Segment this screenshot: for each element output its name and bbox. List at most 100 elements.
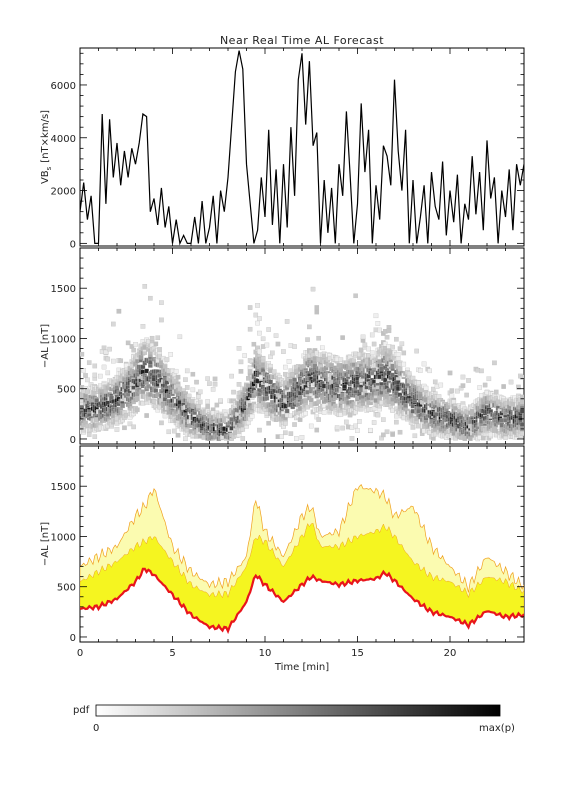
- heatmap-cell: [358, 347, 364, 353]
- heatmap-cell: [214, 402, 220, 408]
- heatmap-cell: [81, 368, 86, 373]
- heatmap-cell: [153, 341, 159, 347]
- bot-ytick-label: 0: [70, 633, 76, 644]
- top-ylabel-units: [nT×km/s]: [40, 110, 51, 163]
- heatmap-cell: [390, 344, 395, 350]
- top-panel-frame: [79, 47, 525, 247]
- heatmap-cell: [292, 344, 297, 349]
- heatmap-cell: [284, 319, 290, 324]
- heatmap-cell: [190, 371, 196, 377]
- mid-ytick-label: 0: [70, 435, 76, 446]
- heatmap-cell: [481, 435, 486, 441]
- heatmap-cell: [477, 385, 482, 390]
- heatmap-cell: [366, 346, 371, 352]
- heatmap-cell: [418, 368, 423, 373]
- heatmap-cell: [246, 420, 251, 426]
- heatmap-cell: [183, 377, 188, 382]
- heatmap-cell: [340, 425, 345, 431]
- heatmap-cell: [432, 379, 438, 385]
- heatmap-cell: [257, 427, 262, 433]
- top-ytick-label: 4000: [51, 134, 76, 145]
- heatmap-cell: [257, 316, 262, 321]
- heatmap-cell: [172, 428, 177, 434]
- colorbar-label: pdf: [73, 705, 90, 716]
- heatmap-cell: [314, 309, 320, 315]
- heatmap-cell: [397, 429, 403, 435]
- heatmap-cell: [251, 341, 257, 347]
- heatmap-cell: [260, 336, 266, 342]
- heatmap-cell: [105, 356, 111, 362]
- heatmap-cell: [401, 361, 407, 367]
- heatmap-cell: [205, 376, 210, 381]
- heatmap-cell: [294, 436, 299, 441]
- heatmap-cell: [105, 370, 111, 376]
- heatmap-cell: [242, 353, 247, 358]
- heatmap-cell: [397, 366, 403, 372]
- heatmap-cell: [368, 427, 373, 433]
- heatmap-cell: [275, 341, 281, 347]
- mid-ytick-label: 1000: [51, 334, 76, 345]
- heatmap-cell: [416, 380, 421, 386]
- heatmap-cell: [175, 432, 181, 438]
- bot-ytick-label: 500: [57, 583, 76, 594]
- heatmap-cell: [205, 403, 210, 409]
- heatmap-cell: [492, 360, 497, 366]
- heatmap-cell: [412, 433, 418, 439]
- heatmap-cell: [103, 349, 109, 355]
- heatmap-cell: [394, 419, 399, 425]
- heatmap-cell: [338, 357, 344, 362]
- heatmap-cell: [127, 421, 133, 427]
- heatmap-cell: [264, 395, 270, 401]
- heatmap-cell: [386, 328, 392, 334]
- heatmap-cell: [142, 284, 148, 289]
- bottom-panel-plot: [80, 483, 524, 635]
- heatmap-cell: [316, 399, 321, 404]
- heatmap-cell: [299, 435, 305, 440]
- heatmap-cell: [85, 377, 90, 383]
- heatmap-cell: [264, 342, 270, 348]
- heatmap-cell: [519, 408, 524, 414]
- heatmap-cell: [111, 358, 116, 364]
- heatmap-cell: [373, 313, 379, 319]
- heatmap-cell: [283, 430, 288, 436]
- heatmap-cell: [284, 408, 290, 414]
- middle-panel-heatmap: [80, 284, 524, 442]
- heatmap-cell: [519, 374, 524, 380]
- heatmap-cell: [286, 359, 292, 364]
- heatmap-cell: [382, 377, 388, 383]
- heatmap-cell: [159, 300, 164, 305]
- heatmap-cell: [508, 379, 514, 385]
- heatmap-cell: [431, 386, 436, 392]
- heatmap-cell: [292, 422, 297, 427]
- heatmap-cell: [447, 370, 453, 376]
- heatmap-cell: [175, 374, 181, 380]
- heatmap-cell: [283, 421, 288, 426]
- heatmap-cell: [133, 342, 138, 347]
- heatmap-cell: [80, 405, 85, 410]
- heatmap-cell: [312, 363, 318, 369]
- heatmap-cell: [166, 429, 172, 435]
- heatmap-cell: [273, 333, 279, 338]
- bot-xtick-label: 5: [169, 648, 175, 659]
- heatmap-cell: [371, 420, 377, 425]
- heatmap-cell: [353, 293, 358, 299]
- heatmap-cell: [519, 399, 524, 405]
- colorbar-min-label: 0: [93, 723, 99, 734]
- heatmap-cell: [255, 320, 260, 326]
- heatmap-cell: [83, 373, 88, 378]
- heatmap-cell: [449, 388, 455, 393]
- top-ytick-label: 6000: [51, 81, 76, 92]
- heatmap-cell: [303, 398, 308, 403]
- heatmap-cell: [395, 356, 401, 361]
- heatmap-cell: [344, 419, 349, 425]
- heatmap-cell: [85, 389, 90, 395]
- top-panel-axes: 0 2000 4000 6000: [51, 48, 525, 250]
- heatmap-cell: [297, 395, 303, 400]
- heatmap-cell: [358, 406, 364, 412]
- heatmap-cell: [135, 407, 140, 413]
- heatmap-cell: [303, 411, 308, 416]
- bot-xtick-label: 10: [259, 648, 272, 659]
- heatmap-cell: [196, 394, 201, 399]
- heatmap-cell: [177, 334, 183, 340]
- vbs-series-line: [80, 50, 524, 246]
